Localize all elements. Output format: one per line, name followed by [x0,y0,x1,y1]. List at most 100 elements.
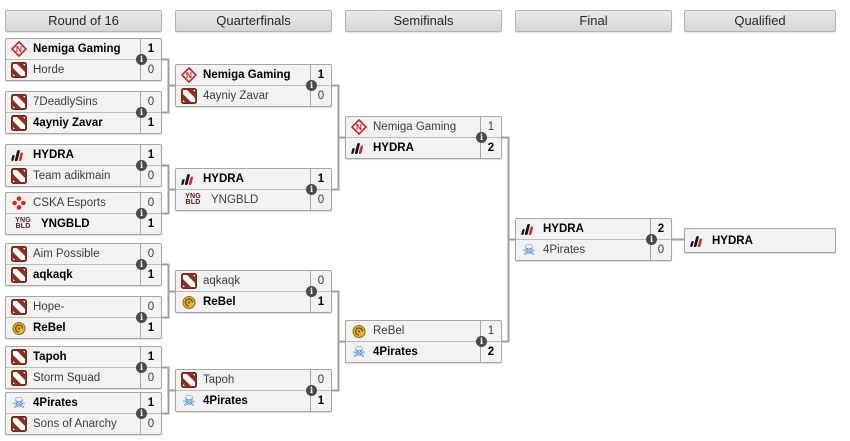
match-info-icon[interactable]: i [136,160,147,171]
team-row[interactable]: ReBel 1 [6,317,161,338]
team-row[interactable]: aqkaqk 1 [6,264,161,285]
match-info-icon[interactable]: i [646,234,657,245]
team-row[interactable]: HYDRA 2 [346,137,501,158]
match-sf-2: ReBel 1 i ☠ 4Pirates 2 [345,320,502,363]
team-row[interactable]: ☠ 4Pirates 2 [346,341,501,362]
header-final: Final [515,10,672,32]
qualified-box: HYDRA [684,228,836,253]
team-row[interactable]: HYDRA 2 i [516,219,671,245]
match-info-icon[interactable]: i [306,80,317,91]
team-row[interactable]: Tapoh 1 i [6,347,161,373]
team-row[interactable]: ReBel 1 i [346,321,501,347]
match-r16-7: Tapoh 1 i Storm Squad 0 [5,346,162,389]
yngbld-logo-icon: YNG BLD [185,192,201,206]
match-r16-2: 7DeadlySins 0 i 4ayniy Zavar 1 [5,91,162,134]
team-row[interactable]: N Nemiga Gaming 1 i [176,65,331,91]
match-info-icon[interactable]: i [136,408,147,419]
match-info-icon[interactable]: i [136,54,147,65]
team-row[interactable]: Aim Possible 0 i [6,244,161,270]
team-name: aqkaqk [203,275,241,287]
team-row[interactable]: HYDRA [685,229,835,252]
team-name: HYDRA [203,173,244,185]
team-row[interactable]: ReBel 1 [176,291,331,312]
team-row[interactable]: Hope- 0 i [6,297,161,323]
rebel-logo-icon [180,293,198,311]
team-name: HYDRA [712,234,753,247]
team-row[interactable]: 4ayniy Zavar 1 [6,112,161,133]
team-score: 1 [140,318,161,338]
match-r16-8: ☠ 4Pirates 1 i Sons of Anarchy 0 [5,392,162,435]
nemiga-logo-icon: N [10,40,28,58]
team-name: Nemiga Gaming [373,121,457,133]
team-score: 1 [140,214,161,234]
team-row[interactable]: HYDRA 1 i [6,145,161,171]
match-qf-4: Tapoh 0 i ☠ 4Pirates 1 [175,369,332,412]
match-info-icon[interactable]: i [136,259,147,270]
team-score: 1 [480,321,501,341]
match-info-icon[interactable]: i [136,362,147,373]
match-info-icon[interactable]: i [136,312,147,323]
hydra-logo-icon [180,170,198,188]
team-name: Horde [33,64,65,76]
team-row[interactable]: 7DeadlySins 0 i [6,92,161,118]
team-score: 1 [310,65,331,85]
rebel-logo-icon [350,322,368,340]
team-row[interactable]: YNG BLD YNGBLD 1 [6,213,161,234]
team-score: 0 [310,370,331,390]
team-score: 0 [140,60,161,80]
team-row[interactable]: Team adikmain 0 [6,165,161,186]
hydra-logo-icon [689,232,707,250]
team-row[interactable]: N Nemiga Gaming 1 i [346,117,501,143]
team-row[interactable]: Storm Squad 0 [6,367,161,388]
team-name: CSKA Esports [33,197,106,209]
team-row[interactable]: Horde 0 [6,59,161,80]
hydra-logo-icon [520,220,538,238]
match-info-icon[interactable]: i [136,107,147,118]
team-score: 1 [140,393,161,413]
svg-text:N: N [186,70,192,80]
team-score: 0 [140,193,161,213]
team-name: Sons of Anarchy [33,418,117,430]
team-score: 0 [140,244,161,264]
rebel-logo-icon [10,319,28,337]
match-info-icon[interactable]: i [476,132,487,143]
match-info-icon[interactable]: i [306,286,317,297]
team-row[interactable]: ☠ 4Pirates 1 [176,390,331,411]
match-info-icon[interactable]: i [306,385,317,396]
team-row[interactable]: Tapoh 0 i [176,370,331,396]
team-name: Storm Squad [33,372,101,384]
team-score: 0 [310,86,331,106]
team-score: 1 [140,39,161,59]
team-score: 0 [650,240,671,260]
team-name: Aim Possible [33,248,100,260]
team-name: Hope- [33,301,65,313]
team-score: 0 [140,414,161,434]
team-name: YNGBLD [41,218,90,230]
team-score: 0 [140,368,161,388]
team-score: 0 [310,190,331,210]
team-name: Team adikmain [33,170,111,182]
team-row[interactable]: N Nemiga Gaming 1 i [6,39,161,65]
team-row[interactable]: CSKA Esports 0 i [6,193,161,219]
match-r16-6: Hope- 0 i ReBel 1 [5,296,162,339]
dota-logo-icon [10,369,28,387]
team-row[interactable]: HYDRA 1 i [176,169,331,195]
header-semifinals: Semifinals [345,10,502,32]
nemiga-logo-icon: N [180,66,198,84]
dota-logo-icon [10,167,28,185]
team-score: 1 [140,113,161,133]
team-row[interactable]: aqkaqk 0 i [176,271,331,297]
team-row[interactable]: ☠ 4Pirates 1 i [6,393,161,419]
team-row[interactable]: 4ayniy Zavar 0 [176,85,331,106]
match-info-icon[interactable]: i [306,184,317,195]
team-score: 1 [140,145,161,165]
pirates-logo-icon: ☠ [522,241,536,259]
team-row[interactable]: ☠ 4Pirates 0 [516,239,671,260]
match-info-icon[interactable]: i [136,208,147,219]
team-name: 4ayniy Zavar [203,90,269,102]
team-row[interactable]: YNG BLD YNGBLD 0 [176,189,331,210]
team-name: 4Pirates [373,346,418,358]
team-row[interactable]: Sons of Anarchy 0 [6,413,161,434]
team-score: 1 [140,265,161,285]
match-info-icon[interactable]: i [476,336,487,347]
